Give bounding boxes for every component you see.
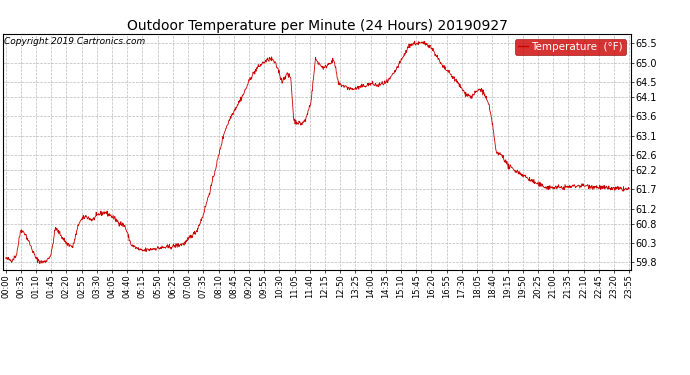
Title: Outdoor Temperature per Minute (24 Hours) 20190927: Outdoor Temperature per Minute (24 Hours…	[127, 19, 508, 33]
Text: Copyright 2019 Cartronics.com: Copyright 2019 Cartronics.com	[4, 37, 146, 46]
Legend: Temperature  (°F): Temperature (°F)	[515, 39, 626, 55]
